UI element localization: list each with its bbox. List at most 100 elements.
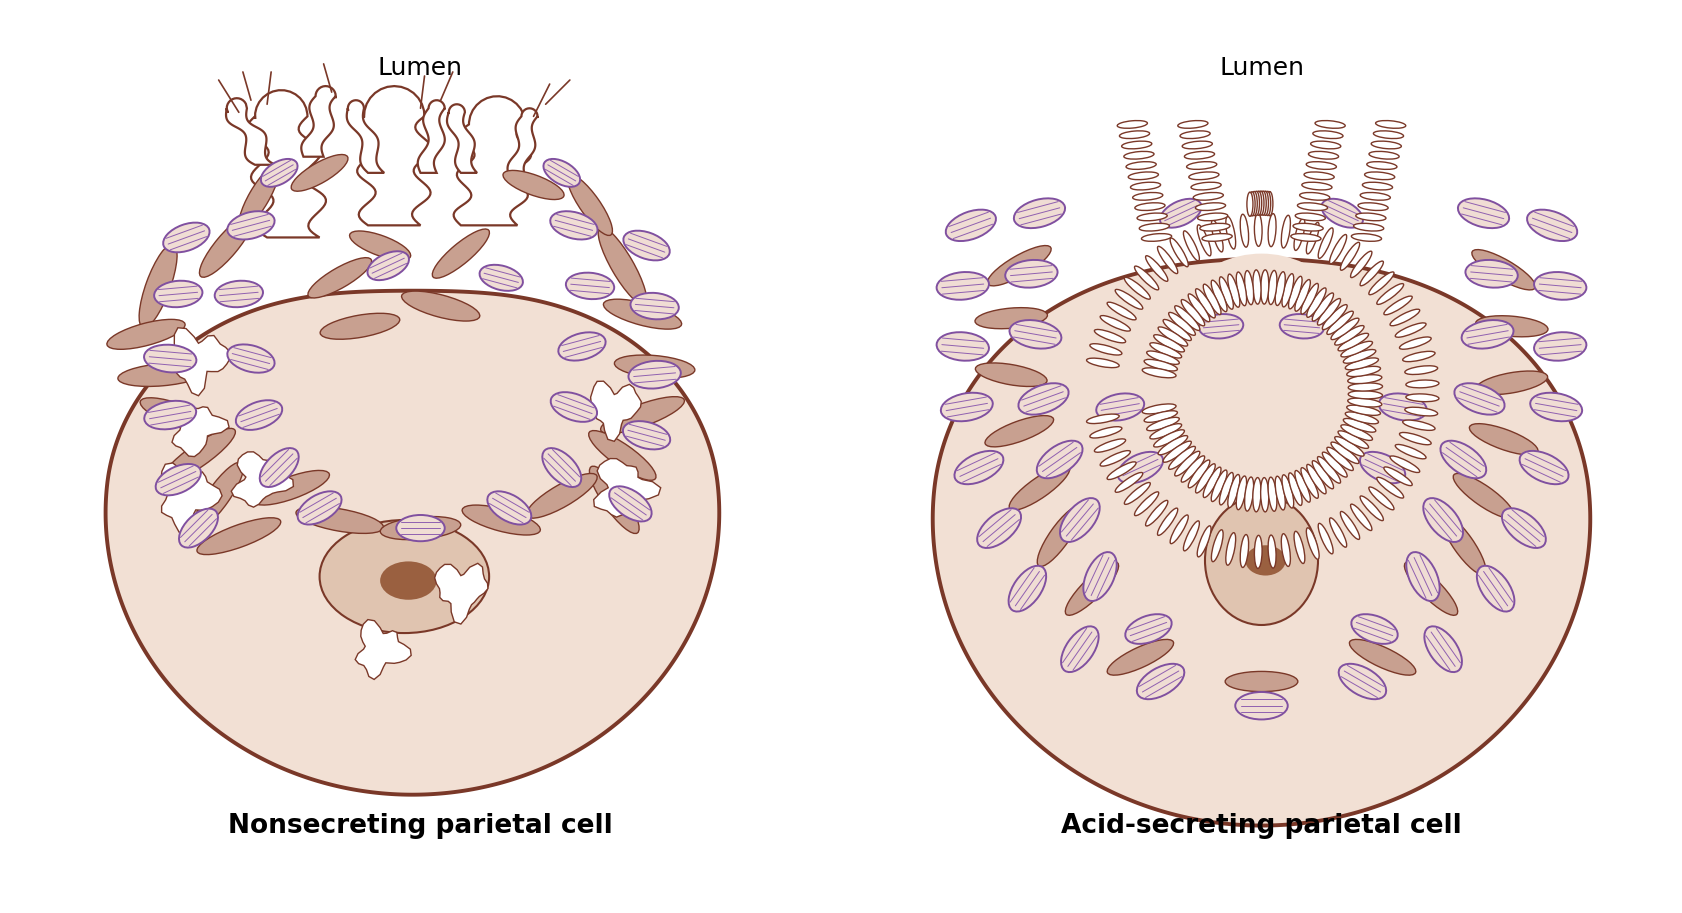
Ellipse shape: [1275, 272, 1285, 306]
Ellipse shape: [1161, 199, 1201, 227]
Ellipse shape: [1100, 451, 1130, 467]
Ellipse shape: [1472, 249, 1536, 290]
Ellipse shape: [1145, 256, 1167, 281]
Polygon shape: [434, 563, 488, 624]
Ellipse shape: [1310, 142, 1341, 149]
Ellipse shape: [1309, 152, 1339, 159]
Ellipse shape: [1312, 293, 1334, 321]
Ellipse shape: [1378, 284, 1404, 304]
Ellipse shape: [1384, 296, 1413, 315]
Ellipse shape: [1255, 214, 1262, 247]
Ellipse shape: [380, 561, 437, 600]
Ellipse shape: [1295, 470, 1310, 502]
Ellipse shape: [1181, 131, 1209, 139]
Ellipse shape: [1458, 198, 1509, 228]
Ellipse shape: [197, 518, 281, 554]
Ellipse shape: [1107, 302, 1135, 320]
Ellipse shape: [1083, 552, 1117, 601]
Ellipse shape: [1406, 394, 1440, 402]
Ellipse shape: [1228, 274, 1240, 308]
Ellipse shape: [977, 509, 1021, 548]
Ellipse shape: [156, 464, 200, 496]
Ellipse shape: [940, 393, 992, 421]
Ellipse shape: [227, 344, 274, 373]
Ellipse shape: [1339, 431, 1369, 448]
Ellipse shape: [1367, 162, 1398, 170]
Ellipse shape: [1036, 441, 1083, 478]
Ellipse shape: [1164, 441, 1191, 462]
Polygon shape: [301, 86, 336, 157]
Ellipse shape: [1440, 441, 1487, 478]
Ellipse shape: [1189, 172, 1219, 180]
Ellipse shape: [1132, 193, 1162, 200]
Ellipse shape: [1357, 203, 1388, 211]
Ellipse shape: [1293, 218, 1305, 250]
Ellipse shape: [1378, 477, 1404, 498]
Ellipse shape: [1245, 545, 1285, 575]
Ellipse shape: [1186, 162, 1216, 170]
Ellipse shape: [1182, 142, 1213, 149]
Ellipse shape: [1115, 289, 1142, 310]
Ellipse shape: [259, 448, 299, 487]
Ellipse shape: [1389, 310, 1420, 326]
Ellipse shape: [1226, 532, 1236, 565]
Ellipse shape: [1125, 162, 1156, 170]
Ellipse shape: [1336, 326, 1364, 345]
Ellipse shape: [1341, 511, 1359, 540]
Ellipse shape: [1137, 213, 1167, 221]
Ellipse shape: [1369, 152, 1399, 159]
Ellipse shape: [1356, 213, 1386, 221]
Ellipse shape: [1462, 320, 1514, 349]
Ellipse shape: [1300, 283, 1319, 314]
Ellipse shape: [1159, 436, 1187, 455]
Ellipse shape: [1260, 270, 1268, 304]
Ellipse shape: [503, 171, 563, 200]
Polygon shape: [447, 104, 478, 173]
Polygon shape: [594, 458, 661, 517]
Polygon shape: [225, 99, 276, 164]
Ellipse shape: [1203, 234, 1233, 241]
Ellipse shape: [1376, 121, 1406, 129]
Ellipse shape: [609, 487, 651, 521]
Ellipse shape: [1198, 213, 1228, 221]
Ellipse shape: [1196, 203, 1226, 211]
Ellipse shape: [1174, 451, 1199, 476]
Ellipse shape: [1403, 352, 1435, 362]
Ellipse shape: [1169, 446, 1196, 469]
Ellipse shape: [1171, 515, 1187, 543]
Ellipse shape: [1251, 192, 1256, 215]
Ellipse shape: [1425, 626, 1462, 672]
Ellipse shape: [1115, 473, 1142, 492]
Ellipse shape: [1475, 316, 1547, 337]
Ellipse shape: [1374, 131, 1403, 139]
Ellipse shape: [1087, 415, 1119, 424]
Ellipse shape: [1307, 162, 1337, 170]
Ellipse shape: [1260, 477, 1268, 512]
Ellipse shape: [1347, 366, 1381, 376]
Ellipse shape: [1006, 260, 1058, 288]
Ellipse shape: [1253, 477, 1262, 512]
Ellipse shape: [1224, 671, 1299, 691]
Ellipse shape: [1477, 371, 1547, 394]
Ellipse shape: [118, 363, 207, 386]
Ellipse shape: [624, 231, 669, 260]
Ellipse shape: [1369, 487, 1394, 509]
Ellipse shape: [1009, 320, 1061, 349]
Ellipse shape: [1137, 664, 1184, 699]
Ellipse shape: [1330, 442, 1359, 464]
Ellipse shape: [1060, 498, 1100, 542]
Ellipse shape: [1531, 393, 1583, 421]
Ellipse shape: [1339, 664, 1386, 699]
Ellipse shape: [1302, 183, 1332, 190]
Ellipse shape: [200, 214, 254, 278]
Ellipse shape: [954, 451, 1004, 484]
Ellipse shape: [1347, 398, 1383, 407]
Ellipse shape: [1009, 466, 1070, 510]
Ellipse shape: [1263, 191, 1268, 215]
Ellipse shape: [1341, 242, 1359, 270]
Ellipse shape: [1199, 224, 1230, 231]
Ellipse shape: [1362, 183, 1393, 190]
Ellipse shape: [1260, 191, 1267, 215]
Ellipse shape: [1346, 412, 1379, 424]
Ellipse shape: [1317, 456, 1341, 483]
